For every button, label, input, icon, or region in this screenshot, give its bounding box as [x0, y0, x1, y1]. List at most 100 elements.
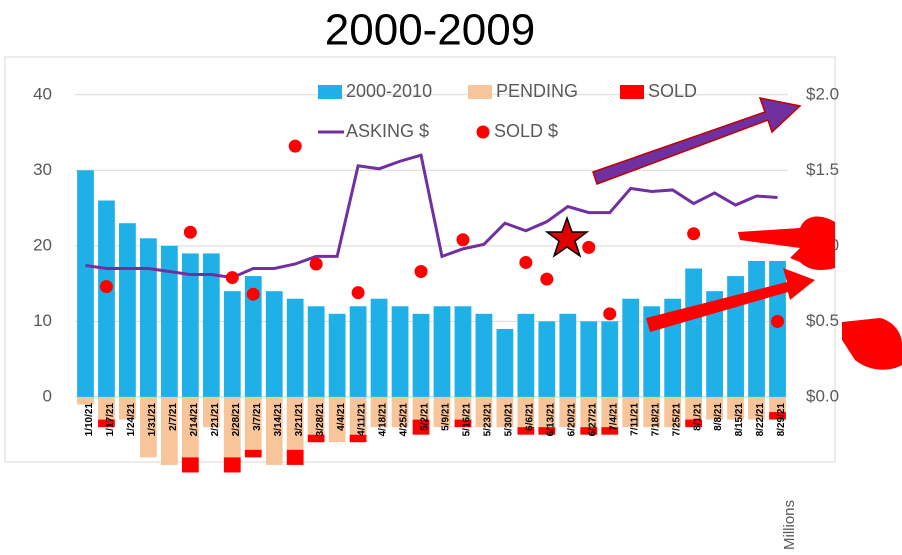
stack-bar: [559, 396, 577, 428]
bar: [769, 260, 786, 397]
stack-bar: [538, 396, 556, 428]
y-tick-label: 0: [43, 386, 52, 405]
y2-tick-label: $2.0: [806, 84, 839, 103]
dot: [99, 280, 113, 294]
bar: [119, 223, 136, 397]
stack-bar: [412, 396, 430, 420]
bar: [98, 200, 115, 397]
legend-swatch: [620, 85, 644, 99]
x-tick-label: 2/28/21: [231, 403, 242, 437]
dot: [519, 255, 533, 269]
bar: [517, 313, 535, 397]
dot: [771, 314, 785, 328]
legend-label: SOLD $: [494, 121, 558, 141]
stack-bar: [307, 396, 325, 435]
x-tick-label: 6/20/21: [566, 403, 577, 437]
bar: [538, 321, 556, 397]
x-tick-label: 5/2/21: [420, 403, 431, 431]
x-tick-label: 8/8/21: [713, 403, 724, 431]
stack-bar: [391, 396, 409, 428]
y-tick-label: 30: [33, 160, 52, 179]
bar: [559, 313, 577, 397]
bar: [622, 298, 640, 397]
bar: [601, 321, 619, 397]
stack-bar: [223, 396, 241, 458]
stack-bar: [307, 434, 325, 443]
bar: [77, 170, 94, 397]
bar: [391, 306, 409, 397]
y-tick-label: 10: [33, 311, 52, 330]
x-tick-label: 8/29/21: [776, 403, 787, 437]
x-tick-label: 2/7/21: [168, 403, 179, 431]
dot: [225, 271, 239, 285]
plot: 010203040$0.0$0.5$1.0$1.5$2.01/10/211/17…: [33, 84, 839, 473]
bar: [328, 313, 346, 397]
x-tick-label: 4/4/21: [336, 403, 347, 431]
dot: [288, 139, 302, 153]
x-tick-label: 8/15/21: [734, 403, 745, 437]
stack-bar: [664, 396, 682, 428]
stack-bar: [98, 396, 115, 420]
stack-bar: [160, 396, 178, 465]
stack-bar: [370, 396, 388, 428]
bar: [244, 276, 262, 397]
stack-bar: [769, 396, 786, 413]
x-tick-label: 4/18/21: [378, 403, 389, 437]
bar: [349, 306, 367, 397]
dot: [246, 287, 260, 301]
bar: [140, 238, 157, 397]
x-tick-label: 6/13/21: [545, 403, 556, 437]
legend-swatch: [318, 85, 342, 99]
y2-tick-label: $0.5: [806, 311, 839, 330]
stack-bar: [601, 396, 619, 428]
x-tick-label: 5/9/21: [441, 403, 452, 431]
stack-bar: [622, 396, 640, 428]
x-tick-label: 2/14/21: [189, 403, 200, 437]
stack-bar: [433, 396, 451, 428]
stack-bar: [286, 449, 304, 465]
stack-bar: [119, 396, 136, 420]
stack-bar: [454, 396, 472, 420]
stack-bar: [643, 396, 661, 428]
legend-label: ASKING $: [346, 121, 429, 141]
stack-bar: [223, 457, 241, 473]
bar: [685, 268, 703, 397]
x-tick-label: 7/4/21: [608, 403, 619, 431]
dot: [456, 233, 470, 247]
stack-bar: [244, 449, 262, 458]
x-tick-label: 5/30/21: [504, 403, 515, 437]
x-tick-label: 4/25/21: [399, 403, 410, 437]
stack-bar: [181, 457, 199, 473]
bar: [202, 253, 220, 397]
x-tick-label: 7/18/21: [650, 403, 661, 437]
x-tick-label: 8/22/21: [755, 403, 766, 437]
stack-bar: [140, 396, 157, 458]
legend-label: SOLD: [648, 81, 697, 101]
y-tick-label: 40: [33, 84, 52, 103]
x-tick-label: 7/11/21: [629, 403, 640, 436]
x-tick-label: 1/10/21: [84, 403, 95, 437]
x-tick-label: 1/31/21: [147, 403, 158, 437]
legend-label: 2000-2010: [346, 81, 432, 101]
dot: [687, 227, 701, 241]
y2-tick-label: $0.0: [806, 386, 839, 405]
x-tick-label: 5/16/21: [462, 403, 473, 437]
stack-bar: [685, 419, 703, 428]
stack-bar: [349, 396, 367, 435]
stack-bar: [517, 396, 535, 428]
stack-bar: [475, 396, 493, 428]
x-tick-label: 3/28/21: [315, 403, 326, 437]
bar: [307, 306, 325, 397]
stack-bar: [265, 396, 283, 465]
x-tick-label: 7/25/21: [671, 403, 682, 437]
bar: [580, 321, 598, 397]
bar: [265, 291, 283, 397]
stack-bar: [496, 396, 514, 428]
stack-bar: [580, 427, 598, 435]
bar: [286, 298, 304, 397]
stack-bar: [77, 396, 94, 405]
stack-bar: [202, 396, 220, 428]
legend-swatch: [476, 125, 490, 139]
x-tick-label: 1/17/21: [105, 403, 116, 437]
